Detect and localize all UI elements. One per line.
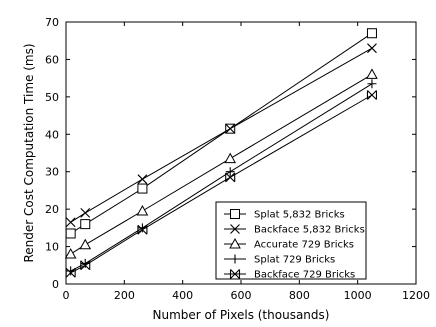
data-point — [137, 206, 147, 215]
x-tick-label: 200 — [114, 289, 135, 302]
data-point — [367, 90, 376, 99]
data-point — [367, 44, 376, 53]
y-tick-label: 50 — [45, 91, 59, 104]
y-tick-label: 40 — [45, 128, 59, 141]
y-tick-label: 20 — [45, 203, 59, 216]
data-point — [66, 229, 75, 238]
data-point — [225, 154, 235, 163]
x-tick-label: 1200 — [402, 289, 430, 302]
data-point — [81, 220, 90, 229]
data-point — [66, 218, 75, 227]
data-point — [80, 240, 90, 249]
data-point — [81, 208, 90, 217]
legend-marker — [231, 210, 240, 219]
legend-label: Splat 5,832 Bricks — [254, 210, 345, 221]
legend-label: Backface 5,832 Bricks — [254, 225, 365, 236]
y-tick-label: 60 — [45, 53, 59, 66]
y-tick-label: 70 — [45, 16, 59, 29]
y-tick-label: 0 — [52, 278, 59, 291]
y-axis-title: Render Cost Computation Time (ms) — [22, 43, 36, 262]
legend: Splat 5,832 Bricks Backface 5,832 Bricks A… — [216, 202, 366, 281]
y-tick-label: 10 — [45, 241, 59, 254]
legend-label: Splat 729 Bricks — [254, 255, 335, 266]
x-tick-label: 1000 — [344, 289, 372, 302]
x-tick-label: 800 — [289, 289, 310, 302]
legend-label: Accurate 729 Bricks — [254, 240, 354, 251]
data-point — [367, 29, 376, 38]
data-point — [66, 249, 76, 258]
data-point — [138, 184, 147, 193]
legend-label: Backface 729 Bricks — [254, 270, 355, 281]
x-tick-label: 0 — [63, 289, 70, 302]
x-tick-label: 400 — [172, 289, 193, 302]
y-tick-label: 30 — [45, 166, 59, 179]
data-point — [138, 175, 147, 184]
data-point — [367, 79, 376, 88]
x-tick-label: 600 — [231, 289, 252, 302]
x-axis-title: Number of Pixels (thousands) — [153, 308, 330, 322]
data-point — [367, 69, 377, 78]
